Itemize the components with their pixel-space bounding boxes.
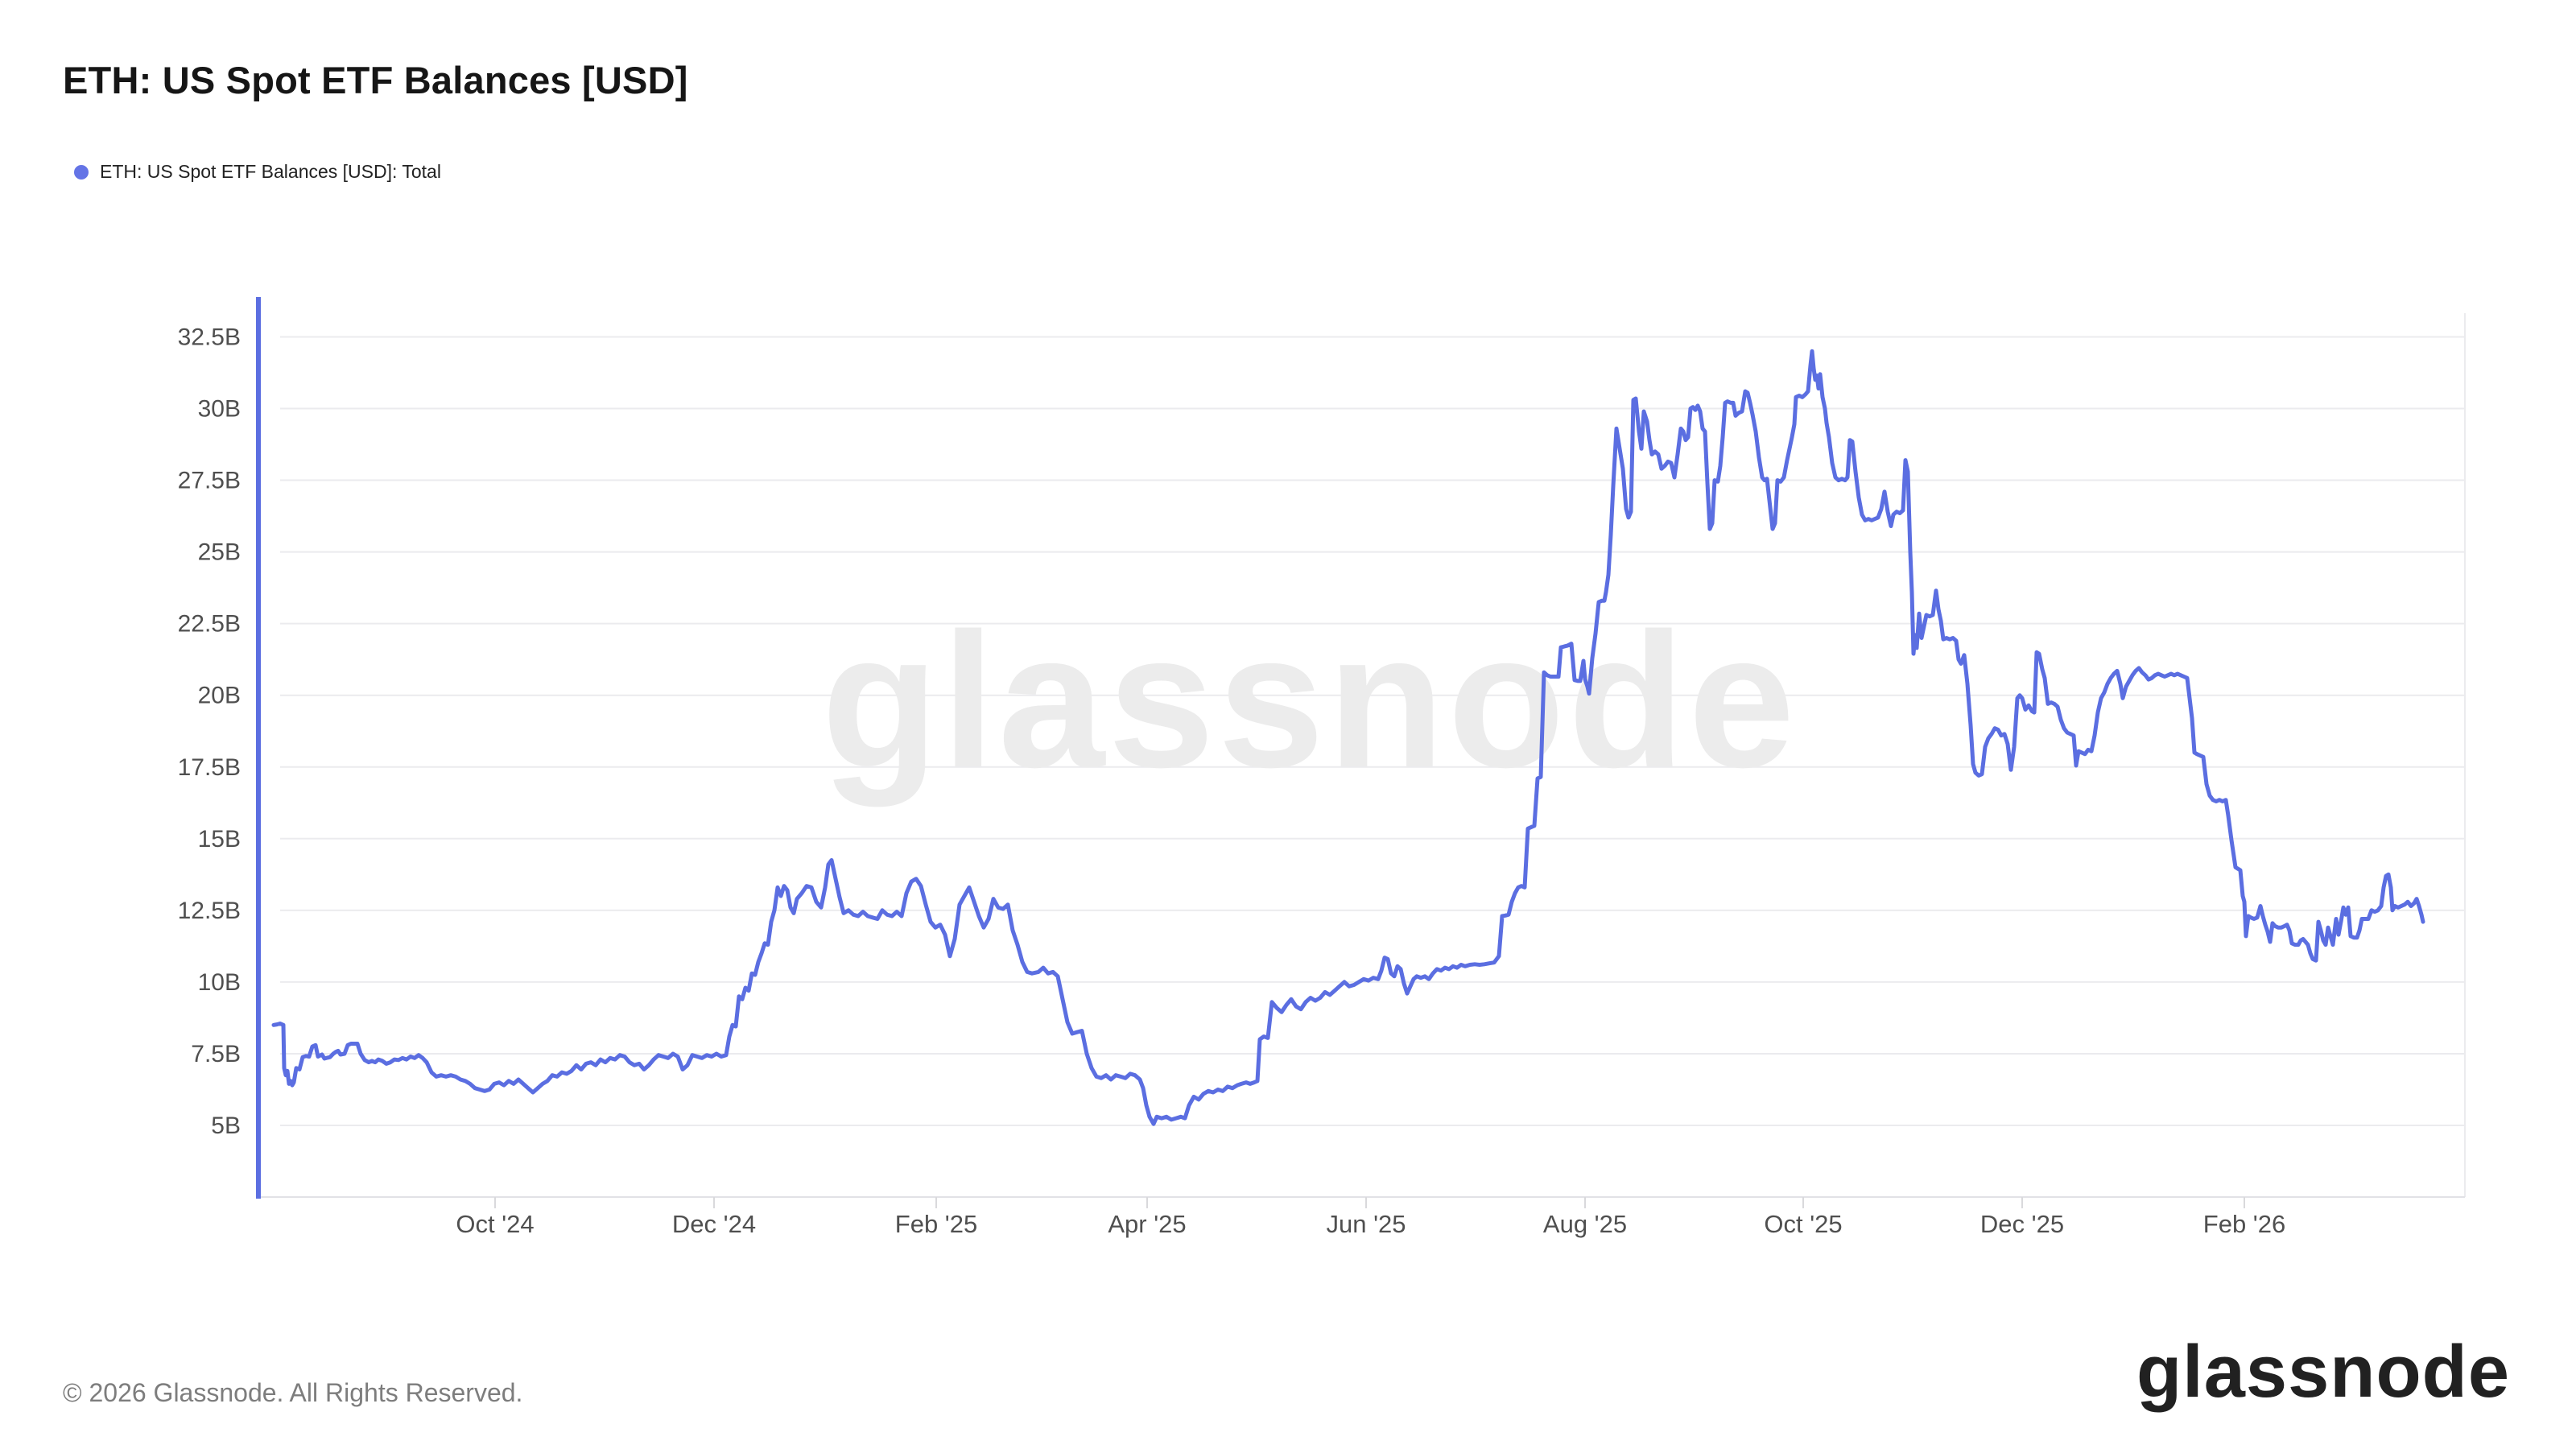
page-title: ETH: US Spot ETF Balances [USD] [63, 59, 688, 101]
y-axis-label: 27.5B [178, 468, 241, 494]
y-axis-label: 32.5B [178, 324, 241, 350]
x-axis-label: Feb '25 [895, 1210, 977, 1238]
watermark-text: glassnode [821, 594, 1798, 807]
copyright-text: © 2026 Glassnode. All Rights Reserved. [63, 1378, 523, 1407]
y-axis-label: 10B [198, 969, 241, 996]
y-axis-label: 30B [198, 396, 241, 423]
y-axis-label: 25B [198, 539, 241, 566]
y-axis-label: 22.5B [178, 611, 241, 638]
x-axis-label: Dec '25 [1980, 1210, 2064, 1238]
etf-balance-series-line [271, 349, 2425, 1126]
legend-label: ETH: US Spot ETF Balances [USD]: Total [100, 161, 441, 182]
x-axis-label: Oct '24 [456, 1210, 534, 1238]
x-axis-label: Oct '25 [1764, 1210, 1842, 1238]
x-axis-label: Feb '26 [2203, 1210, 2285, 1238]
y-axis-label: 7.5B [191, 1041, 241, 1067]
y-axis-label: 5B [211, 1113, 241, 1139]
x-axis-label: Apr '25 [1108, 1210, 1186, 1238]
y-axis-label: 12.5B [178, 898, 241, 924]
x-axis-label: Dec '24 [672, 1210, 756, 1238]
glassnode-logo: glassnode [2136, 1331, 2510, 1413]
legend-dot-icon [74, 164, 89, 180]
chart-legend[interactable]: ETH: US Spot ETF Balances [USD]: Total [74, 161, 441, 183]
y-axis-label: 17.5B [178, 754, 241, 781]
y-axis-label: 20B [198, 683, 241, 709]
y-axis-label: 15B [198, 826, 241, 852]
x-axis-label: Aug '25 [1543, 1210, 1627, 1238]
x-axis-label: Jun '25 [1327, 1210, 1406, 1238]
